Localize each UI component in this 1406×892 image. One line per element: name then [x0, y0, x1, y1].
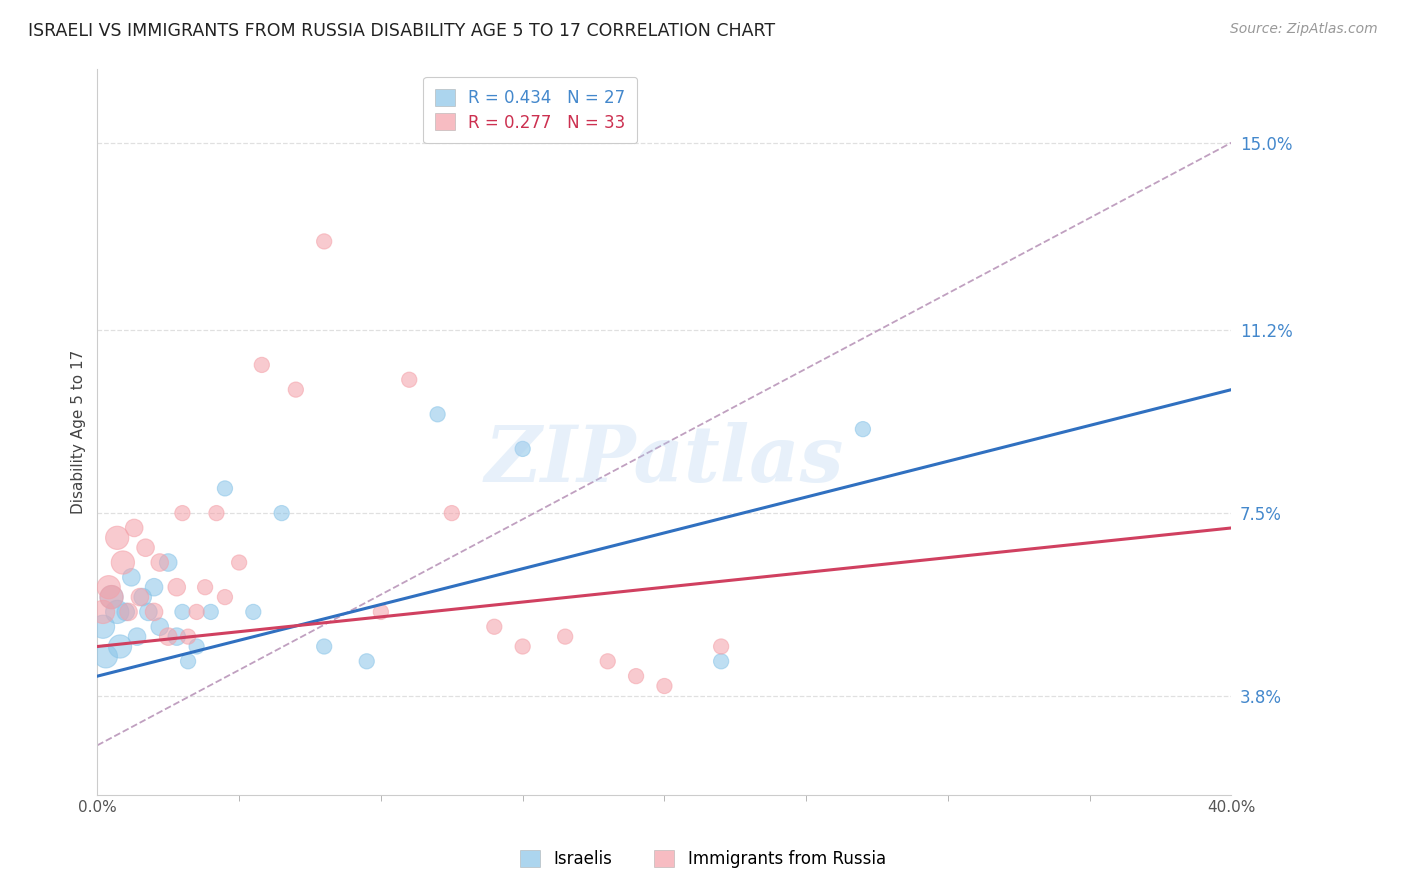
Point: [135, 541, 157, 555]
Point: [177, 654, 200, 668]
Point: [228, 556, 250, 570]
Point: [214, 482, 236, 496]
Point: [149, 556, 172, 570]
Point: [157, 630, 180, 644]
Text: ISRAELI VS IMMIGRANTS FROM RUSSIA DISABILITY AGE 5 TO 17 CORRELATION CHART: ISRAELI VS IMMIGRANTS FROM RUSSIA DISABI…: [28, 22, 775, 40]
Point: [484, 620, 506, 634]
Point: [91, 620, 114, 634]
Point: [356, 654, 378, 668]
Text: ZIPatlas: ZIPatlas: [485, 423, 844, 499]
Point: [105, 605, 128, 619]
Point: [205, 506, 228, 520]
Point: [440, 506, 463, 520]
Point: [132, 590, 155, 604]
Text: Source: ZipAtlas.com: Source: ZipAtlas.com: [1230, 22, 1378, 37]
Point: [512, 640, 534, 654]
Point: [172, 506, 194, 520]
Point: [128, 590, 150, 604]
Point: [100, 590, 122, 604]
Point: [314, 235, 336, 249]
Point: [624, 669, 647, 683]
Point: [97, 580, 120, 594]
Point: [186, 640, 208, 654]
Point: [186, 605, 208, 619]
Y-axis label: Disability Age 5 to 17: Disability Age 5 to 17: [72, 350, 86, 514]
Point: [398, 373, 420, 387]
Point: [214, 590, 236, 604]
Point: [426, 407, 449, 421]
Point: [149, 620, 172, 634]
Legend: Israelis, Immigrants from Russia: Israelis, Immigrants from Russia: [513, 843, 893, 875]
Point: [370, 605, 392, 619]
Point: [94, 649, 117, 664]
Point: [108, 640, 131, 654]
Point: [117, 605, 139, 619]
Point: [166, 630, 188, 644]
Point: [270, 506, 292, 520]
Point: [122, 521, 145, 535]
Point: [596, 654, 619, 668]
Point: [852, 422, 875, 436]
Point: [114, 605, 136, 619]
Point: [157, 556, 180, 570]
Point: [710, 654, 733, 668]
Point: [91, 605, 114, 619]
Point: [200, 605, 222, 619]
Point: [242, 605, 264, 619]
Point: [314, 640, 336, 654]
Point: [143, 605, 166, 619]
Point: [105, 531, 128, 545]
Point: [125, 630, 148, 644]
Point: [554, 630, 576, 644]
Point: [111, 556, 134, 570]
Point: [654, 679, 676, 693]
Point: [177, 630, 200, 644]
Point: [100, 590, 122, 604]
Point: [284, 383, 307, 397]
Point: [710, 640, 733, 654]
Point: [250, 358, 273, 372]
Point: [143, 580, 166, 594]
Point: [138, 605, 160, 619]
Point: [120, 570, 142, 584]
Point: [512, 442, 534, 456]
Point: [172, 605, 194, 619]
Point: [166, 580, 188, 594]
Legend: R = 0.434   N = 27, R = 0.277   N = 33: R = 0.434 N = 27, R = 0.277 N = 33: [423, 77, 637, 144]
Point: [194, 580, 217, 594]
